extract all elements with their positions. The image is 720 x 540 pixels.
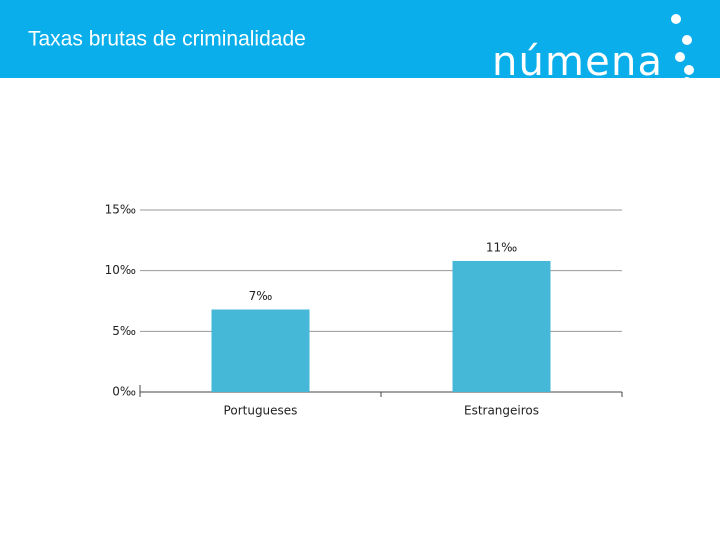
header-band — [0, 0, 720, 78]
data-label: 7‰ — [249, 289, 273, 303]
y-tick-label: 15‰ — [105, 203, 136, 217]
logo-text: númena — [492, 39, 662, 85]
y-tick-label: 5‰ — [112, 324, 136, 338]
y-tick-label: 10‰ — [105, 263, 136, 277]
logo-dots — [671, 14, 694, 87]
bar — [211, 309, 310, 392]
bar — [452, 260, 551, 392]
x-tick-label: Estrangeiros — [464, 404, 539, 418]
y-tick-label: 0‰ — [112, 385, 136, 399]
chart-title: Taxas brutas de criminalidade — [28, 28, 306, 51]
data-label: 11‰ — [486, 240, 517, 254]
x-tick-label: Portugueses — [224, 404, 298, 418]
